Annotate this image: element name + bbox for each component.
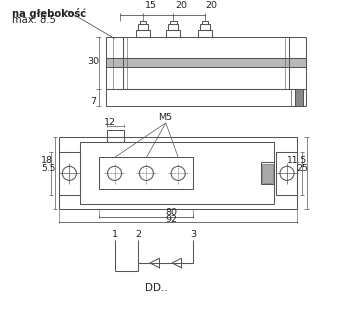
- Text: 20: 20: [206, 1, 218, 10]
- Bar: [200, 24, 210, 30]
- Text: 7: 7: [90, 97, 96, 106]
- Bar: [202, 21, 208, 24]
- Text: 2: 2: [135, 230, 141, 239]
- Text: 92: 92: [166, 215, 177, 224]
- Bar: [198, 30, 212, 37]
- Bar: [262, 164, 273, 183]
- Bar: [59, 137, 297, 209]
- Bar: [136, 30, 150, 37]
- Text: 5.5: 5.5: [42, 164, 56, 173]
- Text: 25: 25: [296, 164, 308, 173]
- Text: 12: 12: [104, 118, 116, 127]
- Text: 30: 30: [87, 57, 99, 66]
- Text: 80: 80: [166, 208, 177, 217]
- Bar: [261, 162, 274, 184]
- Bar: [295, 89, 303, 106]
- Text: na głębokość: na głębokość: [12, 8, 86, 19]
- Bar: [138, 24, 148, 30]
- Text: 18: 18: [41, 156, 53, 165]
- Text: M5: M5: [158, 114, 173, 122]
- Bar: [80, 142, 274, 204]
- Bar: [106, 89, 306, 106]
- Text: 3: 3: [190, 230, 196, 239]
- Bar: [59, 152, 80, 195]
- Bar: [107, 130, 124, 142]
- Text: 1: 1: [111, 230, 118, 239]
- Bar: [106, 58, 306, 67]
- Bar: [106, 37, 306, 89]
- Bar: [170, 21, 177, 24]
- Bar: [166, 30, 180, 37]
- Text: DD..: DD..: [145, 283, 168, 293]
- Bar: [276, 152, 297, 195]
- Text: 15: 15: [145, 1, 157, 10]
- Text: 11.5: 11.5: [287, 156, 307, 164]
- Bar: [99, 157, 193, 189]
- Bar: [168, 24, 178, 30]
- Bar: [140, 21, 146, 24]
- Text: 20: 20: [176, 1, 188, 10]
- Text: max. 8.5: max. 8.5: [12, 15, 56, 25]
